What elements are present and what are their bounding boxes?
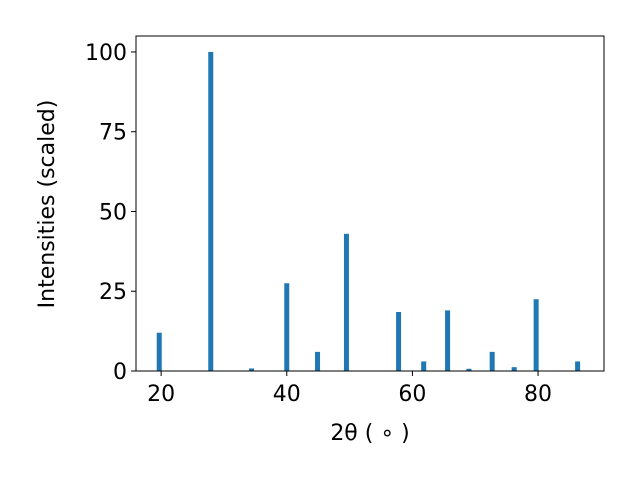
y-tick-label: 0 [113,360,127,385]
bar [156,332,162,371]
bar [421,361,427,371]
bar [249,368,255,371]
y-tick-label: 100 [85,41,127,66]
bar [343,233,349,371]
bar [284,283,290,371]
plot-frame [135,35,605,372]
x-tick-label: 40 [273,382,301,407]
bar [315,351,321,371]
y-tick-label: 50 [99,200,127,225]
bar [511,367,517,371]
x-tick-label: 80 [524,382,552,407]
bar [208,51,214,371]
x-tick-label: 20 [147,382,175,407]
y-tick-label: 25 [99,280,127,305]
bar [489,351,495,371]
bar [533,299,539,371]
x-axis-label: 2θ ( ∘ ) [330,421,409,446]
bar [575,361,581,371]
y-axis-label: Intensities (scaled) [35,100,60,309]
bar [445,310,451,371]
bar [396,311,402,371]
x-tick-label: 60 [398,382,426,407]
bar [466,368,472,371]
y-tick-label: 75 [99,121,127,146]
